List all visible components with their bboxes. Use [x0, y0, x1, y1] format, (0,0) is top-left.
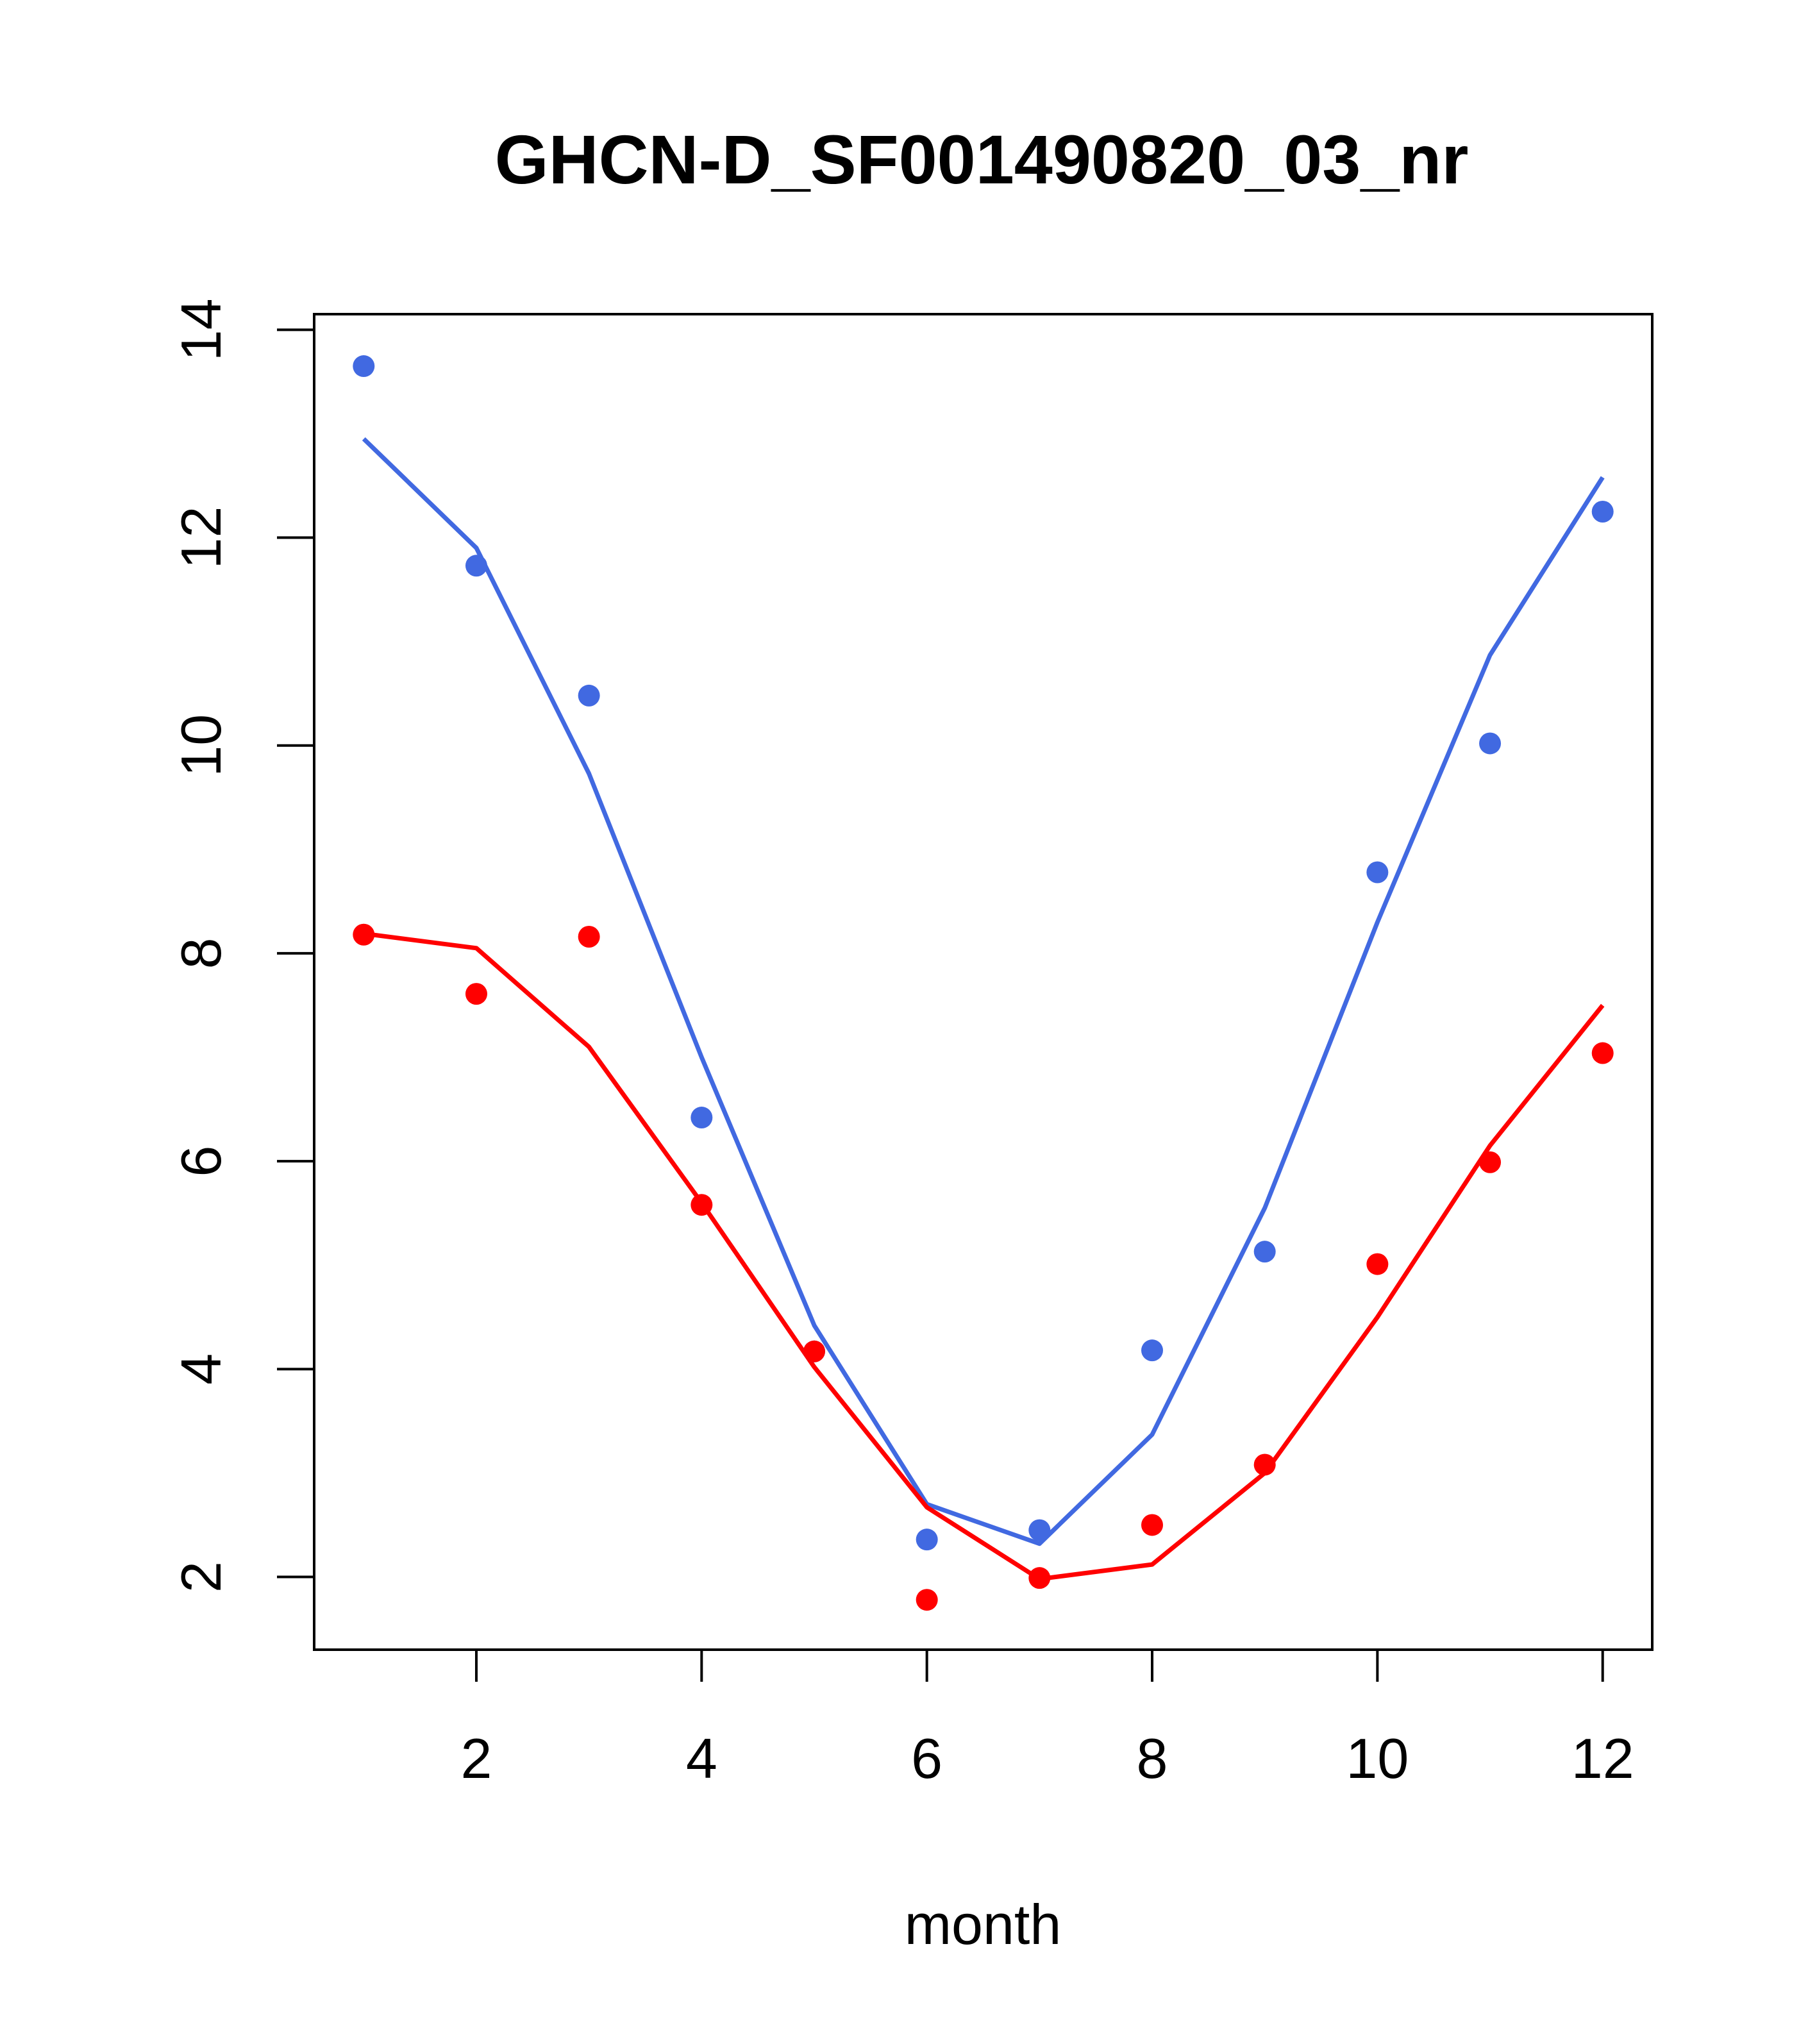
series-2-point — [1141, 1514, 1164, 1536]
series-2-point — [465, 983, 487, 1005]
series-lines — [362, 437, 1605, 1582]
y-tick-label: 12 — [169, 507, 233, 569]
series-2-point — [691, 1194, 713, 1216]
series-2-point — [1591, 1042, 1614, 1064]
series-2-point — [1366, 1253, 1389, 1275]
series-1-line — [362, 437, 1605, 1546]
series-2-point — [353, 923, 375, 946]
x-tick-label: 4 — [686, 1727, 717, 1790]
series-1-point — [353, 355, 375, 378]
series-1-point — [1253, 1241, 1276, 1263]
series-2-point — [1253, 1453, 1276, 1476]
y-tick-label: 10 — [169, 714, 233, 777]
x-axis: 2 4 6 8 10 12 — [460, 1648, 1634, 1790]
chart-title: GHCN-D_SF001490820_03_nr — [495, 121, 1469, 198]
x-tick-label: 2 — [460, 1727, 492, 1790]
x-axis-label: month — [905, 1893, 1062, 1956]
x-tick-label: 8 — [1137, 1727, 1168, 1790]
series-1-point — [916, 1529, 938, 1551]
series-1-point — [1028, 1519, 1051, 1541]
y-axis: 2 4 6 8 10 12 14 — [169, 298, 315, 1593]
series-1-point — [691, 1107, 713, 1129]
series-1-point — [578, 684, 600, 707]
series-1-point — [1591, 500, 1614, 523]
series-1-point — [1366, 861, 1389, 884]
y-tick-label: 14 — [169, 298, 233, 361]
series-2-point — [803, 1340, 825, 1362]
series-2-point — [1479, 1151, 1502, 1173]
x-tick-label: 10 — [1346, 1727, 1409, 1790]
series-2-point — [578, 925, 600, 948]
y-tick-label: 2 — [169, 1561, 233, 1593]
series-1-point — [465, 555, 487, 577]
series-1-point — [1479, 732, 1502, 755]
y-tick-label: 8 — [169, 937, 233, 969]
series-1-point — [1141, 1339, 1164, 1362]
y-tick-label: 4 — [169, 1353, 233, 1385]
series-2-point — [1028, 1567, 1051, 1589]
x-tick-label: 6 — [911, 1727, 942, 1790]
x-tick-label: 12 — [1571, 1727, 1634, 1790]
y-tick-label: 6 — [169, 1146, 233, 1177]
series-2-point — [916, 1589, 938, 1611]
series-points — [353, 355, 1614, 1611]
series-2-line — [363, 931, 1605, 1582]
